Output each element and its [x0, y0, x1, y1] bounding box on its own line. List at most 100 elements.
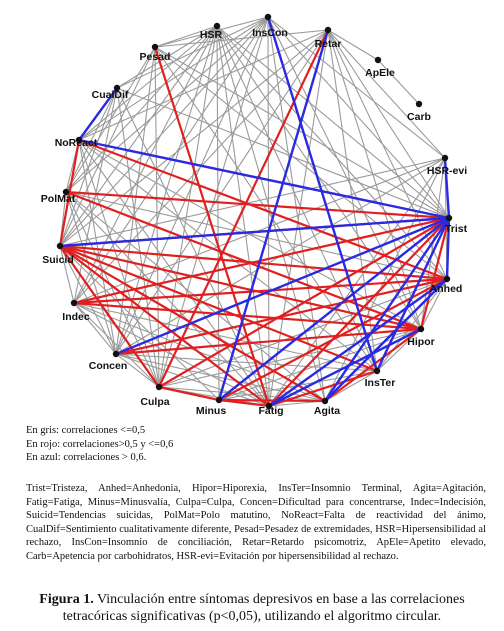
- gray-edge: [268, 29, 329, 407]
- blue-edge: [266, 16, 379, 372]
- node-culpa: [155, 383, 163, 391]
- gray-edge: [115, 16, 269, 355]
- red-edge: [78, 138, 448, 281]
- gray-edge: [65, 25, 218, 193]
- node-label-agita: Agita: [314, 405, 340, 417]
- gray-edge: [73, 302, 117, 355]
- node-pesad: [151, 43, 159, 51]
- node-inscon: [264, 13, 272, 21]
- red-edge: [218, 278, 448, 401]
- node-label-concen: Concen: [89, 360, 128, 372]
- node-label-retar: Retar: [315, 38, 342, 50]
- red-edge: [59, 244, 378, 373]
- gray-edge: [116, 25, 218, 89]
- figure-caption: Figura 1. Vinculación entre síntomas dep…: [10, 591, 494, 625]
- gray-edge: [59, 25, 218, 247]
- gray-edge: [116, 87, 450, 219]
- gray-edge: [59, 16, 269, 247]
- legend: En gris: correlaciones <=0,5 En rojo: co…: [26, 424, 486, 465]
- node-label-cualdif: CualDif: [92, 89, 129, 101]
- gray-edge: [78, 25, 218, 141]
- gray-edge: [115, 46, 156, 355]
- node-hipor: [417, 325, 425, 333]
- blue-edge: [324, 278, 448, 402]
- node-label-indec: Indec: [62, 311, 90, 323]
- gray-edge: [158, 328, 422, 388]
- node-carb: [415, 100, 423, 108]
- gray-edge: [154, 16, 269, 48]
- gray-edge: [327, 29, 422, 330]
- red-edge: [158, 385, 220, 402]
- gray-edge: [327, 29, 448, 280]
- node-apele: [374, 56, 382, 64]
- gray-edge: [65, 87, 118, 193]
- node-label-pesad: Pesad: [140, 51, 171, 63]
- node-indec: [70, 299, 78, 307]
- node-retar: [324, 26, 332, 34]
- red-edge: [59, 245, 270, 407]
- red-edge: [59, 245, 160, 388]
- gray-edge: [65, 191, 448, 280]
- gray-edge: [116, 87, 160, 388]
- node-label-noreact: NoReact: [55, 137, 98, 149]
- gray-edge: [116, 16, 269, 89]
- blue-edge: [78, 138, 450, 220]
- node-label-minus: Minus: [196, 405, 226, 417]
- node-label-trist: Trist: [445, 223, 468, 235]
- node-agita: [321, 397, 329, 405]
- blue-edge: [268, 327, 422, 408]
- legend-red: En rojo: correlaciones>0,5 y <=0,6: [26, 438, 174, 450]
- gray-edge: [158, 386, 326, 402]
- gray-edge: [154, 25, 218, 48]
- gray-edge: [73, 302, 378, 372]
- gray-edge: [324, 157, 446, 402]
- gray-edge: [324, 370, 378, 402]
- node-fatig: [265, 402, 273, 410]
- red-edge: [115, 277, 448, 356]
- node-hsr-evi: [441, 154, 449, 162]
- node-concen: [112, 350, 120, 358]
- blue-edge: [217, 29, 330, 401]
- node-suicid: [56, 242, 64, 250]
- gray-edge: [420, 278, 448, 330]
- blue-edge: [268, 278, 448, 407]
- red-edge: [218, 398, 326, 403]
- gray-edge: [115, 353, 160, 388]
- red-edge: [153, 46, 271, 407]
- gray-edge: [59, 29, 329, 247]
- node-label-anhed: Anhed: [430, 283, 463, 295]
- red-edge: [65, 190, 450, 220]
- gray-edge: [154, 46, 450, 219]
- gray-edge: [377, 59, 420, 105]
- red-edge: [65, 190, 422, 331]
- gray-edge: [115, 353, 326, 402]
- red-edge: [73, 277, 448, 305]
- blue-edge: [445, 217, 451, 280]
- node-polmat: [62, 188, 70, 196]
- gray-edge: [73, 302, 270, 407]
- gray-edge: [218, 328, 422, 401]
- red-edge: [73, 216, 450, 305]
- network-diagram: Trist Anhed Hipor InsTer Agita Fatig Minus Culp…: [41, 13, 468, 417]
- legend-gray: En gris: correlaciones <=0,5: [26, 425, 146, 436]
- red-edge: [59, 244, 448, 281]
- node-label-hipor: Hipor: [407, 336, 434, 348]
- node-label-culpa: Culpa: [140, 396, 169, 408]
- blue-edge: [78, 87, 118, 141]
- blue-edge: [443, 157, 451, 219]
- gray-edge: [327, 29, 450, 219]
- gray-edge: [327, 29, 378, 372]
- caption-text: Vinculación entre síntomas depresivos en…: [62, 592, 465, 624]
- nodes: Trist Anhed Hipor InsTer Agita Fatig Minus Culp…: [41, 13, 468, 417]
- node-noreact: [75, 136, 83, 144]
- gray-edge: [158, 25, 218, 388]
- node-label-suicid: Suicid: [42, 254, 74, 266]
- gray-edge: [327, 29, 446, 159]
- blue-edge: [115, 216, 450, 356]
- node-label-fatig: Fatig: [258, 405, 283, 417]
- gray-edge: [59, 245, 75, 304]
- node-label-carb: Carb: [407, 111, 431, 123]
- gray-edge: [65, 191, 117, 355]
- gray-edge: [216, 25, 220, 401]
- node-label-apele: ApEle: [365, 67, 395, 79]
